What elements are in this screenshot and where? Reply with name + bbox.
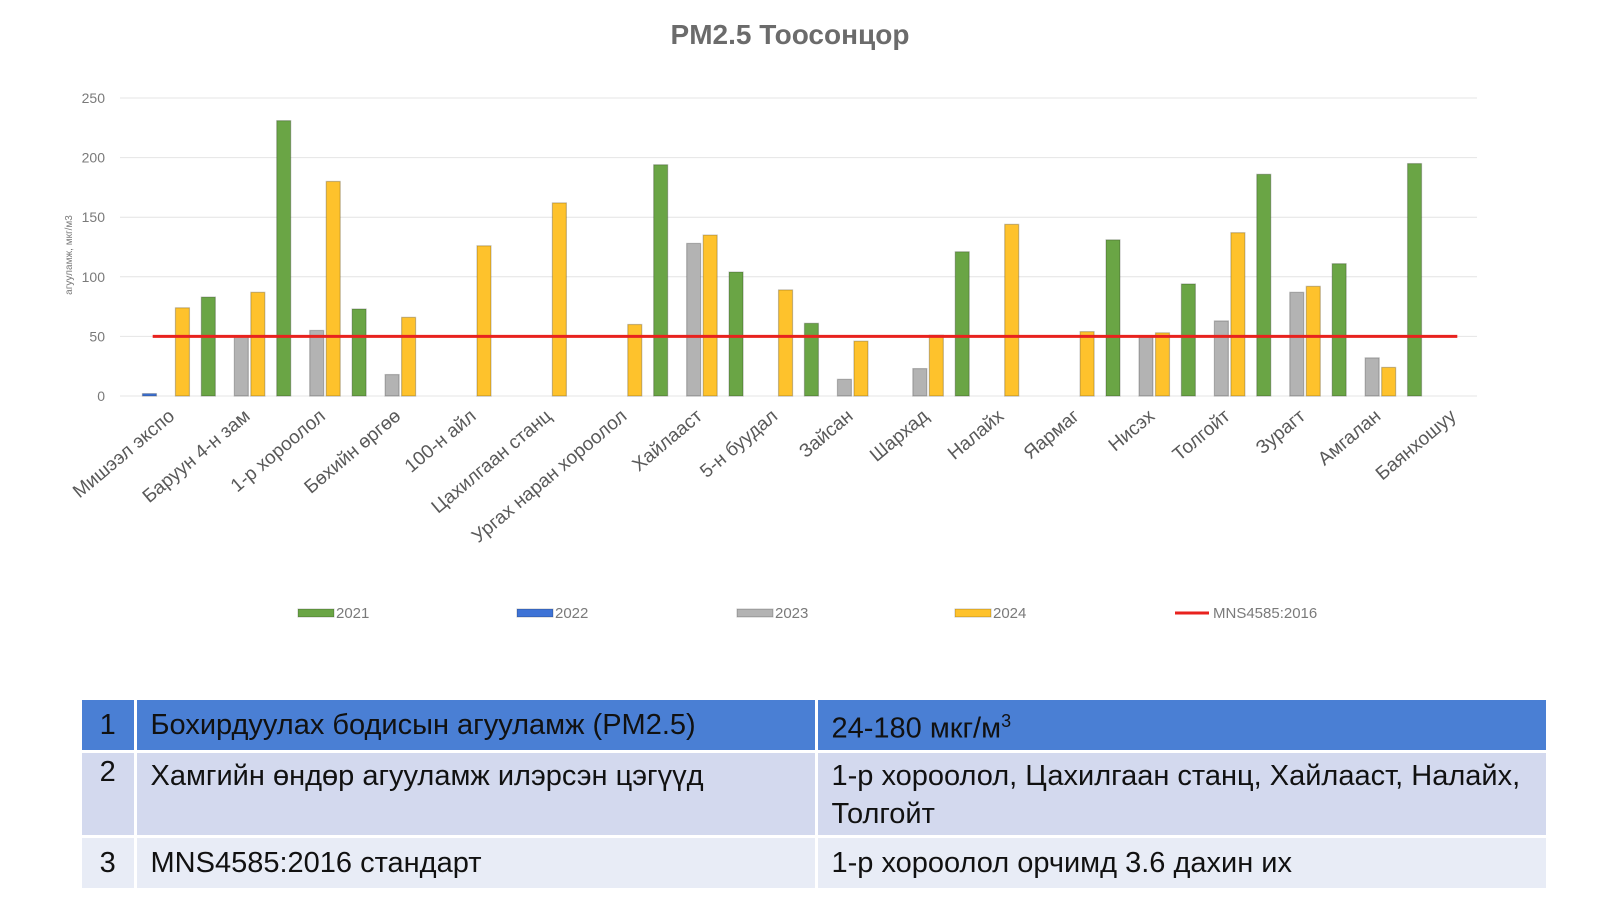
y-tick-label: 250 <box>82 90 106 106</box>
category-label: Нисэх <box>1105 405 1160 455</box>
category-label: Зайсан <box>795 406 857 463</box>
row-number: 1 <box>82 700 137 753</box>
bar-2024 <box>627 323 643 397</box>
legend-swatch <box>516 608 554 618</box>
legend-label: 2023 <box>775 605 808 622</box>
bar-2023 <box>384 373 400 397</box>
bar-2024 <box>1154 332 1171 397</box>
row-number: 2 <box>82 751 137 838</box>
legend-label: 2022 <box>555 605 588 622</box>
y-tick-label: 150 <box>82 209 106 225</box>
bar-2024 <box>325 180 341 397</box>
legend-swatch <box>954 608 992 618</box>
row-label: Бохирдуулах бодисын агууламж (PM2.5) <box>135 700 818 753</box>
bar-2024 <box>853 340 869 397</box>
y-tick-label: 0 <box>97 388 105 404</box>
legend-swatch <box>297 608 335 618</box>
bar-2023 <box>1138 335 1154 397</box>
bar-2021 <box>200 296 216 397</box>
bar-2024 <box>250 291 266 397</box>
bar-2024 <box>476 245 492 397</box>
legend-label: MNS4585:2016 <box>1213 605 1317 622</box>
bar-2023 <box>233 335 249 397</box>
bar-2021 <box>803 322 820 397</box>
bar-2024 <box>928 334 944 397</box>
y-tick-label: 50 <box>89 328 105 344</box>
row-label: MNS4585:2016 стандарт <box>135 836 818 891</box>
bar-2021 <box>351 308 367 397</box>
bar-2023 <box>836 378 853 397</box>
bar-2021 <box>1331 263 1347 397</box>
bar-2024 <box>1079 331 1095 397</box>
category-label: Хайлааст <box>629 406 707 476</box>
bar-2023 <box>686 242 702 397</box>
bar-2024 <box>1230 232 1246 397</box>
bar-2024 <box>551 202 567 397</box>
bar-2023 <box>309 329 325 397</box>
bar-2023 <box>1289 291 1305 397</box>
legend-label: 2024 <box>993 605 1026 622</box>
legend-swatch <box>736 608 774 618</box>
bar-2024 <box>1381 366 1397 397</box>
bar-2021 <box>1256 173 1272 397</box>
bar-2021 <box>1105 239 1121 397</box>
bar-2022 <box>141 393 158 397</box>
row-value: 24-180 мкг/м3 <box>816 700 1549 753</box>
category-label: Налайх <box>944 405 1008 464</box>
bar-2023 <box>1364 357 1380 397</box>
bars <box>141 120 1423 397</box>
category-label: Зурагт <box>1252 406 1310 459</box>
bar-2024 <box>702 234 718 397</box>
bar-2024 <box>401 316 417 397</box>
row-value: 1-р хороолол орчимд 3.6 дахин их <box>816 836 1549 891</box>
table-row: 3 MNS4585:2016 стандарт 1-р хороолол орч… <box>82 836 1549 891</box>
bar-2021 <box>1180 283 1196 397</box>
pm25-chart: PM2.5 Тоосонцор агууламж, мкг/м3 0 50 100 1… <box>64 19 1477 622</box>
bar-2021 <box>1406 162 1423 397</box>
y-tick-label: 200 <box>82 150 106 166</box>
category-label: 5-н буудал <box>696 406 782 483</box>
category-label: Яармаг <box>1020 406 1084 464</box>
bar-2021 <box>728 271 744 397</box>
bar-2024 <box>1305 285 1321 397</box>
row-number: 3 <box>82 836 137 891</box>
category-label: Толгойт <box>1169 406 1235 466</box>
category-label: Баянхошуу <box>1372 405 1461 484</box>
y-tick-labels: 0 50 100 150 200 250 <box>82 90 106 404</box>
chart-title: PM2.5 Тоосонцор <box>671 19 910 50</box>
bar-2021 <box>653 164 669 397</box>
row-value: 1-р хороолол, Цахилгаан станц, Хайлааст,… <box>816 751 1549 838</box>
bar-2024 <box>777 289 794 397</box>
bar-2023 <box>912 367 928 397</box>
legend: 2021 2022 2023 2024 MNS4585:2016 <box>297 605 1317 622</box>
category-label: Шархад <box>866 406 933 467</box>
row-value-text: 24-180 мкг/м <box>831 712 1002 745</box>
row-label: Хамгийн өндөр агууламж илэрсэн цэгүүд <box>135 751 818 838</box>
table-row: 2 Хамгийн өндөр агууламж илэрсэн цэгүүд … <box>82 751 1549 838</box>
y-axis-label: агууламж, мкг/м3 <box>64 215 75 295</box>
bar-2021 <box>954 251 970 397</box>
bar-2024 <box>174 307 191 397</box>
bar-2023 <box>1213 320 1229 397</box>
category-label: Амгалан <box>1314 406 1385 470</box>
bar-2021 <box>276 120 292 397</box>
bar-2024 <box>1004 223 1020 397</box>
legend-label: 2021 <box>336 605 369 622</box>
table-row: 1 Бохирдуулах бодисын агууламж (PM2.5) 2… <box>82 700 1549 753</box>
y-tick-label: 100 <box>82 269 106 285</box>
unit-superscript: 3 <box>1001 711 1012 732</box>
summary-table: 1 Бохирдуулах бодисын агууламж (PM2.5) 2… <box>82 700 1549 891</box>
